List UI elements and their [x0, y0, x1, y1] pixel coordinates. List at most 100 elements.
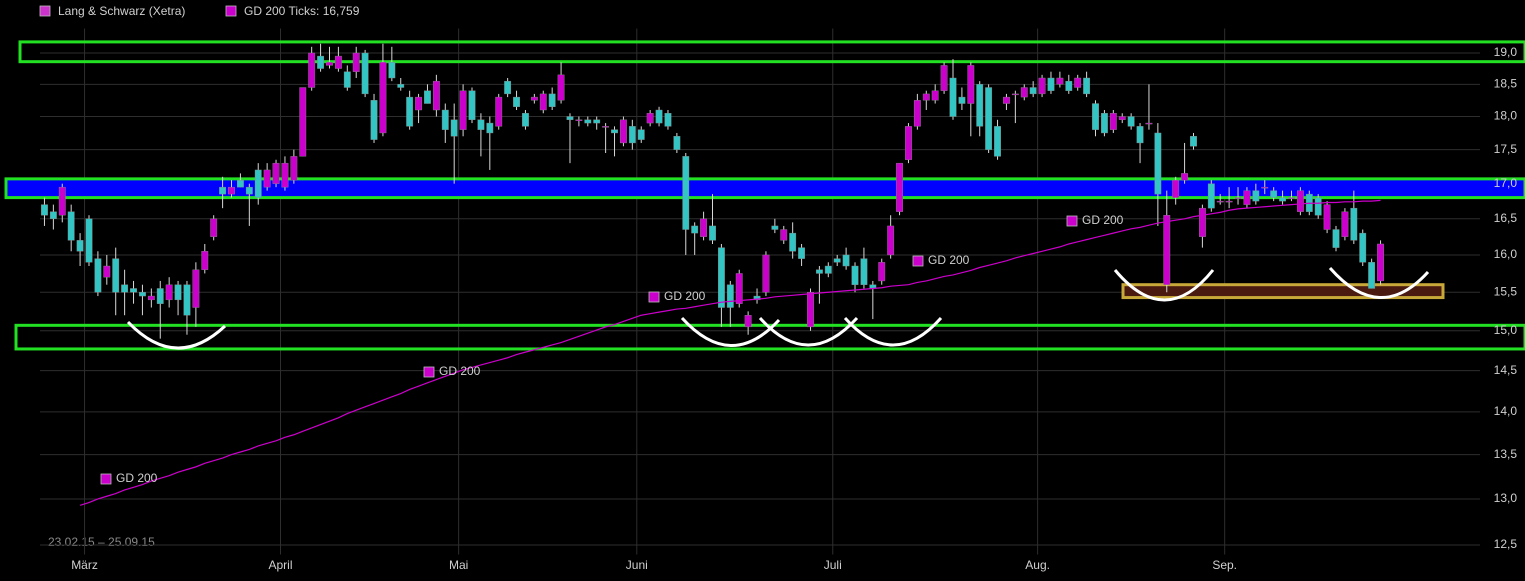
- x-tick-label: März: [71, 558, 98, 572]
- candle-body: [450, 119, 458, 137]
- candle-body: [397, 84, 405, 88]
- candle-body: [299, 87, 307, 157]
- candle-body: [771, 225, 779, 230]
- candle-body: [237, 180, 244, 188]
- gd200-line: [79, 199, 1381, 506]
- pattern-arc: [758, 316, 859, 347]
- candle-body: [530, 96, 538, 101]
- candle-body: [1029, 87, 1037, 95]
- candle-body: [905, 126, 912, 160]
- candle-body: [361, 52, 369, 95]
- candle-body: [468, 90, 476, 120]
- candle-body: [1207, 183, 1215, 209]
- candle-body: [432, 80, 440, 111]
- candle-body: [1359, 232, 1367, 263]
- candle-body: [1074, 77, 1082, 88]
- y-tick-label: 16,0: [1494, 247, 1518, 261]
- candle-body: [183, 284, 191, 316]
- candle-body: [1136, 126, 1144, 144]
- candle-body: [1252, 190, 1260, 202]
- candle-body: [58, 186, 66, 216]
- pattern-arc: [680, 316, 781, 347]
- x-tick-label: Sep.: [1212, 558, 1237, 572]
- annotation: GD 200: [116, 471, 158, 485]
- pattern-arc: [126, 320, 227, 350]
- annotation-marker: [648, 291, 660, 303]
- candle-body: [628, 126, 636, 144]
- annotation: GD 200: [664, 289, 706, 303]
- candle-body: [1154, 132, 1162, 195]
- candle-body: [272, 162, 280, 184]
- date-range: 23.02.15 – 25.09.15: [48, 535, 155, 549]
- candle-body: [637, 129, 645, 140]
- zone: [18, 40, 1525, 64]
- candle-body: [557, 74, 565, 101]
- candle-body: [735, 273, 743, 304]
- candle-body: [620, 119, 627, 144]
- y-tick-label: 13,0: [1494, 491, 1518, 505]
- candle-body: [406, 96, 414, 127]
- candle-body: [1261, 186, 1269, 189]
- candle-body: [1314, 197, 1322, 216]
- zone: [14, 323, 1525, 351]
- legend-label: Lang & Schwarz (Xetra): [58, 4, 185, 18]
- candle-body: [584, 119, 592, 124]
- candle-body: [1234, 197, 1242, 199]
- candle-body: [139, 292, 146, 297]
- candle-body: [1341, 211, 1349, 237]
- candle-body: [495, 96, 503, 127]
- candle-body: [575, 119, 583, 121]
- candle-body: [504, 80, 512, 95]
- candle-body: [1118, 116, 1126, 120]
- candle-body: [940, 65, 948, 91]
- candle-body: [815, 269, 823, 274]
- y-tick-label: 14,5: [1494, 363, 1518, 377]
- candle-body: [539, 93, 547, 111]
- candle-body: [522, 113, 529, 127]
- candle-body: [1377, 243, 1384, 282]
- candle-body: [718, 247, 725, 308]
- x-tick-label: Mai: [449, 558, 468, 572]
- y-tick-label: 15,0: [1494, 323, 1518, 337]
- candle-body: [165, 284, 173, 301]
- candle-body: [1216, 200, 1224, 203]
- annotation-marker: [1066, 215, 1078, 227]
- candle-body: [513, 96, 520, 107]
- candle-body: [985, 87, 993, 150]
- candle-body: [49, 211, 57, 219]
- candle-body: [1296, 190, 1304, 212]
- candle-body: [441, 109, 449, 130]
- candle-body: [833, 258, 841, 263]
- candle-body: [1198, 207, 1206, 237]
- pattern-arc: [843, 317, 943, 347]
- candle-body: [922, 93, 930, 101]
- candle-body: [664, 113, 672, 127]
- candle-body: [41, 204, 48, 216]
- candle-body: [798, 247, 805, 259]
- pattern-arc: [1328, 267, 1430, 299]
- candle-body: [780, 229, 788, 241]
- annotation: GD 200: [439, 364, 481, 378]
- candle-body: [459, 90, 467, 130]
- candle-body: [994, 126, 1001, 157]
- legend-marker: [225, 5, 237, 17]
- candle-body: [949, 77, 957, 117]
- candle-body: [308, 52, 316, 88]
- candle-body: [842, 254, 850, 267]
- candle-body: [112, 258, 120, 293]
- annotation-marker: [912, 255, 924, 267]
- candle-body: [673, 136, 681, 150]
- candle-body: [593, 119, 601, 124]
- y-tick-label: 19,0: [1494, 45, 1518, 59]
- candle-body: [824, 265, 832, 274]
- legend-label: GD 200 Ticks: 16,759: [244, 4, 360, 18]
- candle-body: [388, 62, 396, 79]
- x-tick-label: April: [268, 558, 292, 572]
- y-tick-label: 13,5: [1494, 447, 1518, 461]
- candle-body: [477, 119, 485, 130]
- x-tick-label: Aug.: [1025, 558, 1050, 572]
- candle-body: [219, 186, 227, 195]
- candle-body: [655, 109, 663, 124]
- candle-body: [1368, 262, 1376, 289]
- y-tick-label: 15,5: [1494, 284, 1518, 298]
